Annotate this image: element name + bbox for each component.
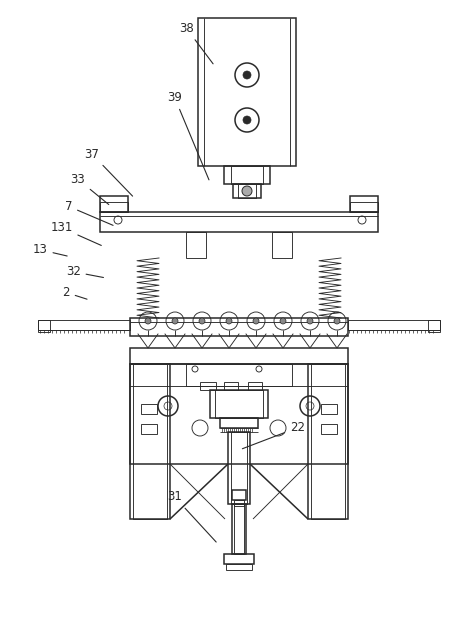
Bar xyxy=(226,564,252,570)
Text: 131: 131 xyxy=(50,221,101,245)
Text: 32: 32 xyxy=(66,265,103,278)
Circle shape xyxy=(226,318,232,324)
Bar xyxy=(228,432,250,504)
Text: 31: 31 xyxy=(167,491,216,542)
Text: 39: 39 xyxy=(167,91,209,180)
Bar xyxy=(141,404,157,414)
Bar xyxy=(210,390,268,418)
Bar xyxy=(321,404,337,414)
Bar xyxy=(220,418,258,428)
Bar xyxy=(200,382,216,390)
Bar xyxy=(38,320,130,330)
Bar xyxy=(215,390,263,418)
Circle shape xyxy=(334,318,340,324)
Bar xyxy=(231,166,263,184)
Bar xyxy=(272,232,292,258)
Bar xyxy=(248,382,262,390)
Bar xyxy=(231,432,247,504)
Bar xyxy=(130,364,170,519)
Text: 7: 7 xyxy=(65,200,113,225)
Bar xyxy=(186,364,292,386)
Circle shape xyxy=(242,186,252,196)
Text: 37: 37 xyxy=(84,148,133,196)
Bar xyxy=(141,424,157,434)
Bar xyxy=(100,202,128,212)
Circle shape xyxy=(172,318,178,324)
Bar xyxy=(350,196,378,212)
Bar xyxy=(100,212,378,232)
Circle shape xyxy=(145,318,151,324)
Bar xyxy=(234,500,244,506)
Bar xyxy=(100,196,128,212)
Bar xyxy=(232,504,246,554)
Bar xyxy=(133,364,167,519)
Bar xyxy=(428,320,440,332)
Text: 2: 2 xyxy=(62,286,87,299)
Bar xyxy=(234,504,244,554)
Bar xyxy=(130,318,348,336)
Circle shape xyxy=(253,318,259,324)
Bar xyxy=(224,382,238,390)
Text: 33: 33 xyxy=(70,173,109,204)
Bar xyxy=(233,184,261,198)
Circle shape xyxy=(243,116,251,124)
Bar xyxy=(321,424,337,434)
Bar xyxy=(186,232,206,258)
Bar xyxy=(308,364,348,519)
Bar xyxy=(224,166,270,184)
Bar xyxy=(350,202,378,212)
Bar xyxy=(38,320,50,332)
Text: 38: 38 xyxy=(179,22,213,64)
Circle shape xyxy=(280,318,286,324)
Circle shape xyxy=(243,71,251,79)
Bar xyxy=(224,554,254,564)
Bar xyxy=(311,364,345,519)
Bar xyxy=(238,184,256,198)
Bar xyxy=(130,364,348,464)
Text: 22: 22 xyxy=(242,421,305,448)
Bar xyxy=(198,18,296,166)
Circle shape xyxy=(307,318,313,324)
Bar xyxy=(130,348,348,364)
Text: 13: 13 xyxy=(33,243,67,256)
Bar xyxy=(232,490,246,500)
Bar xyxy=(348,320,440,330)
Circle shape xyxy=(199,318,205,324)
